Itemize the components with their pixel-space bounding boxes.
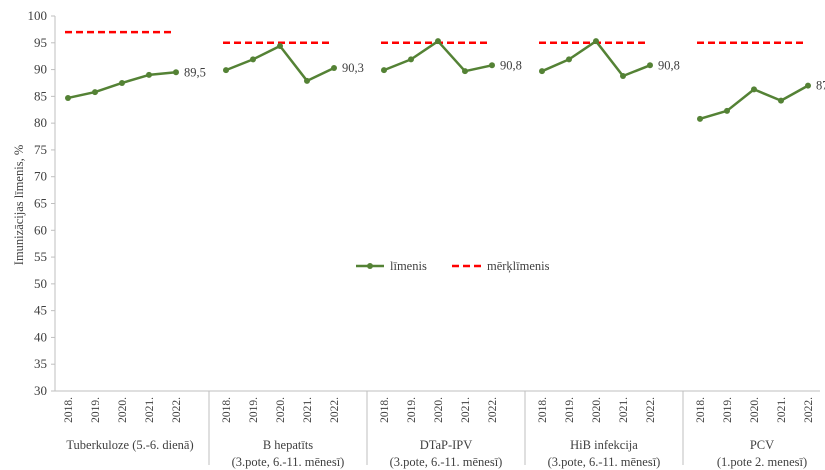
x-tick-label: 2018. (695, 397, 707, 423)
x-tick-label: 2019. (248, 397, 260, 423)
x-tick-label: 2019. (564, 397, 576, 423)
x-tick-label: 2019. (90, 397, 102, 423)
group-label: DTaP-IPV (420, 438, 473, 452)
x-tick-label: 2021. (302, 397, 314, 423)
level-point (593, 38, 599, 45)
x-tick-label: 2020. (591, 397, 603, 423)
y-tick-label: 95 (34, 35, 47, 50)
level-point (566, 56, 572, 63)
x-tick-label: 2020. (433, 397, 445, 423)
legend: līmenis mērķlīmenis (356, 259, 550, 273)
level-point (751, 86, 757, 93)
group-label: B hepatīts (263, 438, 313, 452)
level-point (805, 82, 811, 89)
level-point (778, 97, 784, 104)
level-point (724, 107, 730, 114)
x-tick-label: 2021. (618, 397, 630, 423)
level-point (146, 71, 152, 78)
legend-series-label: līmenis (390, 259, 427, 273)
y-tick-label: 30 (34, 383, 47, 398)
level-point (173, 69, 179, 76)
level-point (489, 62, 495, 69)
level-point (620, 73, 626, 79)
x-tick-label: 2022. (487, 397, 499, 423)
y-tick-label: 35 (34, 356, 47, 371)
x-tick-label: 2019. (406, 397, 418, 423)
group-sublabel: (3.pote, 6.-11. mēnesī) (390, 455, 503, 469)
level-point (277, 43, 283, 49)
x-tick-label: 2018. (379, 397, 391, 423)
group-label: Tuberkuloze (5.-6. dienā) (66, 438, 193, 452)
level-point (539, 68, 545, 75)
x-tick-label: 2018. (537, 397, 549, 423)
data-label: 90,8 (658, 58, 680, 72)
x-tick-label: 2020. (275, 397, 287, 423)
data-label: 89,5 (184, 65, 206, 79)
group-label: PCV (750, 438, 774, 452)
y-axis-label: Imunizācijas līmenis, % (12, 145, 26, 265)
level-point (92, 89, 98, 96)
data-label: 90,3 (342, 61, 364, 75)
legend-series-marker (367, 263, 373, 269)
x-tick-label: 2022. (329, 397, 341, 423)
level-point (408, 56, 414, 63)
x-tick-label: 2021. (144, 397, 156, 423)
level-point (647, 62, 653, 69)
level-point (250, 56, 256, 63)
y-tick-label: 90 (34, 62, 47, 77)
group-label: HiB infekcija (570, 438, 638, 452)
level-point (381, 67, 387, 74)
level-point (119, 79, 125, 86)
x-tick-label: 2021. (460, 397, 472, 423)
y-tick-label: 70 (34, 169, 47, 184)
y-tick-label: 65 (34, 196, 47, 211)
y-tick-label: 100 (28, 8, 48, 23)
y-tick-label: 85 (34, 88, 47, 103)
level-point (304, 77, 310, 84)
x-axis-ticks: 2018. 2019. 2020. 2021. 2022. 2018. 2019. 2020.… (63, 397, 815, 423)
group-sublabel: (1.pote 2. menesī) (717, 455, 807, 469)
x-tick-label: 2020. (749, 397, 761, 423)
x-tick-label: 2022. (803, 397, 815, 423)
group-sublabel: (3.pote, 6.-11. mēnesī) (232, 455, 345, 469)
level-point (65, 94, 71, 101)
level-point (462, 68, 468, 75)
legend-target-label: mērķlīmenis (487, 259, 550, 273)
y-tick-label: 45 (34, 303, 47, 318)
y-tick-label: 80 (34, 115, 47, 130)
data-label: 87, (816, 79, 825, 93)
data-label: 90,8 (500, 58, 522, 72)
x-tick-label: 2018. (221, 397, 233, 423)
level-line (225, 44, 335, 83)
y-tick-label: 75 (34, 142, 47, 157)
y-tick-label: 50 (34, 276, 47, 291)
level-line (541, 39, 651, 78)
y-tick-label: 60 (34, 222, 47, 237)
level-point (435, 38, 441, 45)
group-sublabel: (3.pote, 6.-11. mēnesī) (548, 455, 661, 469)
category-groups: Tuberkuloze (5.-6. dienā) B hepatīts (3.po… (66, 391, 807, 469)
x-tick-label: 2022. (645, 397, 657, 423)
level-line (383, 39, 493, 73)
x-tick-label: 2020. (117, 397, 129, 423)
x-tick-label: 2022. (171, 397, 183, 423)
y-tick-label: 55 (34, 249, 47, 264)
series: 89,5 90,3 90,8 90,8 87, (65, 30, 825, 122)
x-tick-label: 2021. (776, 397, 788, 423)
level-point (223, 67, 229, 74)
y-axis-ticks: 30 35 40 45 50 55 60 65 70 75 80 85 90 95 100 (28, 8, 55, 398)
level-point (331, 64, 337, 71)
level-point (697, 115, 703, 122)
y-tick-label: 40 (34, 329, 47, 344)
x-tick-label: 2018. (63, 397, 75, 423)
x-tick-label: 2019. (722, 397, 734, 423)
